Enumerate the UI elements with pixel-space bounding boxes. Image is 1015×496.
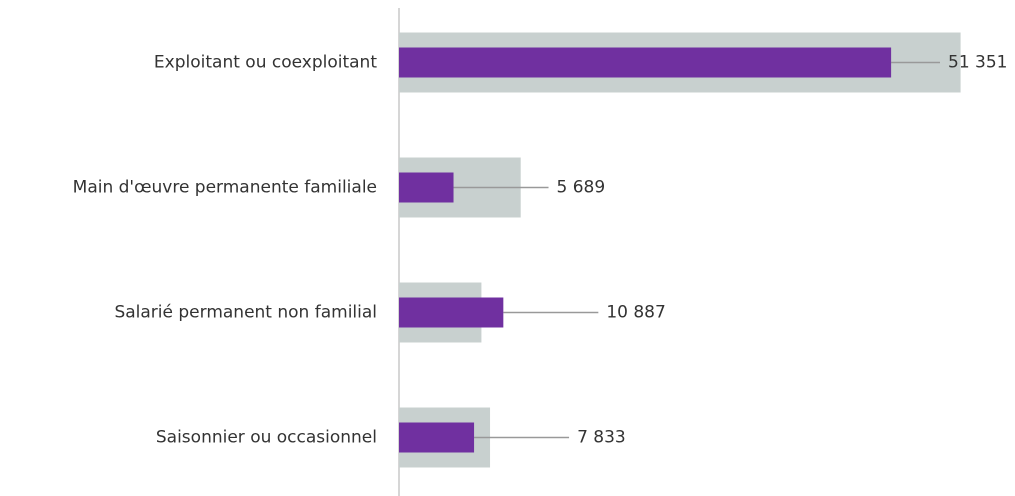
value-label: 10 887: [606, 303, 665, 323]
bar: [399, 422, 475, 453]
bar: [399, 47, 892, 78]
y-tick-label: Salarié permanent non familial: [114, 303, 377, 323]
y-tick-label: Main d'œuvre permanente familiale: [73, 178, 377, 198]
bar: [399, 297, 504, 328]
value-label: 7 833: [577, 428, 626, 448]
bar: [399, 172, 454, 203]
value-label: 5 689: [557, 178, 606, 198]
y-tick-label: Saisonnier ou occasionnel: [156, 428, 377, 448]
y-tick-label: Exploitant ou coexploitant: [154, 53, 377, 73]
value-label: 51 351: [948, 53, 1007, 73]
